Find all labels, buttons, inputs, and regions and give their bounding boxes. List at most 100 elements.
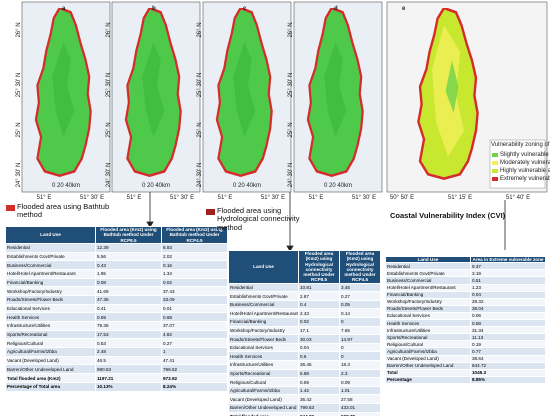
table-cell: Roads/Streets/Flower Beds: [5, 294, 96, 305]
table-cell: 0.41: [95, 303, 162, 314]
lon-label: 51° E: [309, 195, 324, 201]
table-cell: 508.79: [339, 411, 381, 416]
lon-label: 51° 30' E: [80, 195, 104, 201]
header-cell: Flooded area (Km2) using Bathtub method …: [95, 226, 162, 244]
table-row: Agricultural/Farms/Izbba 1.42 1.01: [228, 385, 381, 396]
table-cell: 0.02: [161, 277, 228, 288]
cvi-legend-label: Slightly vulnerable area: [500, 152, 550, 158]
table-cell: 47.36: [95, 294, 162, 305]
scale-label: 0 20 40km: [52, 183, 80, 189]
table-cell: 11.13: [470, 333, 546, 342]
map-panels: a b c d e 26° N 25° 30' N 25° N 24° 30' N 51° E 51…: [16, 1, 550, 250]
table-cell: Barren/Other Undeveloped Land: [385, 361, 471, 370]
table-cell: Financial/Banking: [228, 317, 299, 327]
table-cell: 1.95: [95, 268, 162, 279]
table-cell: Residential: [5, 242, 96, 253]
table-row: Barren/Other Undeveloped Land 844.72: [385, 361, 546, 370]
table-cell: Vacant (Developed Land): [385, 354, 471, 363]
table-row: Hotel/Hotel Apartment/Restaurant 1.23: [385, 283, 546, 292]
table-cell: 5.56: [95, 251, 162, 262]
table-cell: Sports/Recreational: [5, 329, 96, 340]
table-cell: Establishments Govt/Private: [228, 291, 299, 301]
table-cell: Hotel/Hotel Apartment/Restaurant: [228, 308, 299, 319]
table-cell: 0.27: [339, 291, 381, 301]
header-cell: Land Use: [5, 226, 96, 244]
table-row: Agricultural/Farms/Izbba 0.77: [385, 347, 546, 356]
table-cell: 0: [339, 317, 381, 327]
table-cell: 1197.21: [95, 373, 162, 383]
table-cell: 36.42: [298, 394, 340, 404]
table-row: Infrastructure/Utilities 36.45 18.3: [228, 360, 381, 370]
lat-label: 25° 30' N: [197, 73, 203, 98]
table-row: Workshop/Factory/Industry 28.32: [385, 297, 546, 306]
table-cell: 0.14: [339, 308, 381, 319]
lat-label: 25° 30' N: [288, 73, 294, 98]
table-row: Total flooded area944.09508.79: [228, 411, 381, 416]
table-cell: Agricultural/Farms/Izbba: [385, 347, 471, 356]
table-row: Religious/Cultural 0.59 0.09: [228, 377, 381, 387]
table-cell: 3.45: [339, 282, 381, 293]
table-row: Financial/Banking 0.04: [385, 290, 546, 299]
table-cell: Infrastructure/Utilities: [385, 326, 471, 335]
table-cell: 37.07: [161, 321, 228, 331]
table-row: Workshop/Factory/Industry 41.69 37.43: [5, 286, 228, 296]
cvi-legend-title: Vulnerability zoning of coastal zone: [491, 142, 550, 148]
table-cell: 1.01: [339, 385, 381, 396]
lon-label: 51° E: [218, 195, 233, 201]
table-cell: 8.85%: [470, 375, 546, 384]
table-cell: 4.82: [161, 329, 228, 340]
table-row: Financial/Banking 0.08 0.02: [5, 277, 228, 288]
table-cell: 36.45: [298, 360, 340, 370]
table-row: Workshop/Factory/Industry 17.1 7.65: [228, 325, 381, 336]
table-cell: 28.32: [470, 297, 546, 306]
table-cell: Residential: [228, 282, 299, 293]
table-row: Business/Commercial 0.51: [385, 276, 546, 285]
table-row: Establishments Govt/Private 3.19: [385, 269, 546, 278]
panel-letter: a: [62, 6, 66, 12]
table-cell: Vacant (Developed Land): [5, 355, 96, 366]
table-cell: 10.81: [298, 282, 340, 293]
header-cell: Flooded area (Km2) using Bathtub method …: [161, 226, 228, 244]
legend-swatch: [6, 205, 15, 211]
panel-letter: d: [334, 6, 338, 12]
table-cell: 1: [161, 347, 228, 357]
table-cell: 0.09: [339, 377, 381, 387]
table-cell: 433.01: [339, 403, 381, 413]
table-cell: Business/Commercial: [5, 260, 96, 270]
table-cell: 79.36: [95, 321, 162, 331]
table-cell: Roads/Streets/Flower Beds: [228, 334, 299, 344]
table-cell: 0.05: [339, 299, 381, 310]
table-cell: Religious/Cultural: [385, 340, 471, 349]
table-cell: Agricultural/Farms/Izbba: [228, 385, 299, 396]
lat-label: 25° N: [16, 122, 22, 137]
table-cell: 0.04: [298, 342, 340, 353]
table-row: Health Services 0.69 0.68: [5, 312, 228, 323]
lon-label: 51° 40' E: [506, 195, 530, 201]
panel-letter: b: [152, 6, 156, 12]
table-row: Infrastructure/Utilities 79.36 37.07: [5, 321, 228, 331]
table-cell: 0.68: [161, 312, 228, 323]
table-row: Establishments Govt/Private 2.87 0.27: [228, 291, 381, 301]
table-cell: 0.51: [470, 276, 546, 285]
panel-letter: c: [243, 6, 247, 12]
arrows: [146, 192, 506, 250]
table-cell: 14.97: [339, 334, 381, 344]
table-cell: 1.23: [470, 283, 546, 292]
table-row: Religious/Cultural 0.19: [385, 340, 546, 349]
table-cell: Establishments Govt/Private: [5, 251, 96, 262]
table-cell: 1045.3: [470, 368, 546, 377]
table-cell: Religious/Cultural: [228, 377, 299, 387]
table-cell: 0.06: [470, 311, 546, 321]
table-cell: 2.48: [95, 347, 162, 357]
table-cell: 17.53: [95, 329, 162, 340]
lat-label: 25° N: [288, 122, 294, 137]
table-cell: 944.09: [298, 411, 340, 416]
table-cell: Residential: [385, 262, 471, 271]
table-cell: 2.87: [298, 291, 340, 301]
table-cell: Total: [385, 368, 471, 377]
lat-label: 26° N: [288, 22, 294, 37]
table-cell: 0.02: [298, 317, 340, 327]
scale-label: 0 20 40km: [324, 183, 352, 189]
lon-label: 51° 15' E: [448, 195, 472, 201]
bathtub-table: Land Use Flooded area (Km2) using Bathtub…: [5, 226, 228, 392]
